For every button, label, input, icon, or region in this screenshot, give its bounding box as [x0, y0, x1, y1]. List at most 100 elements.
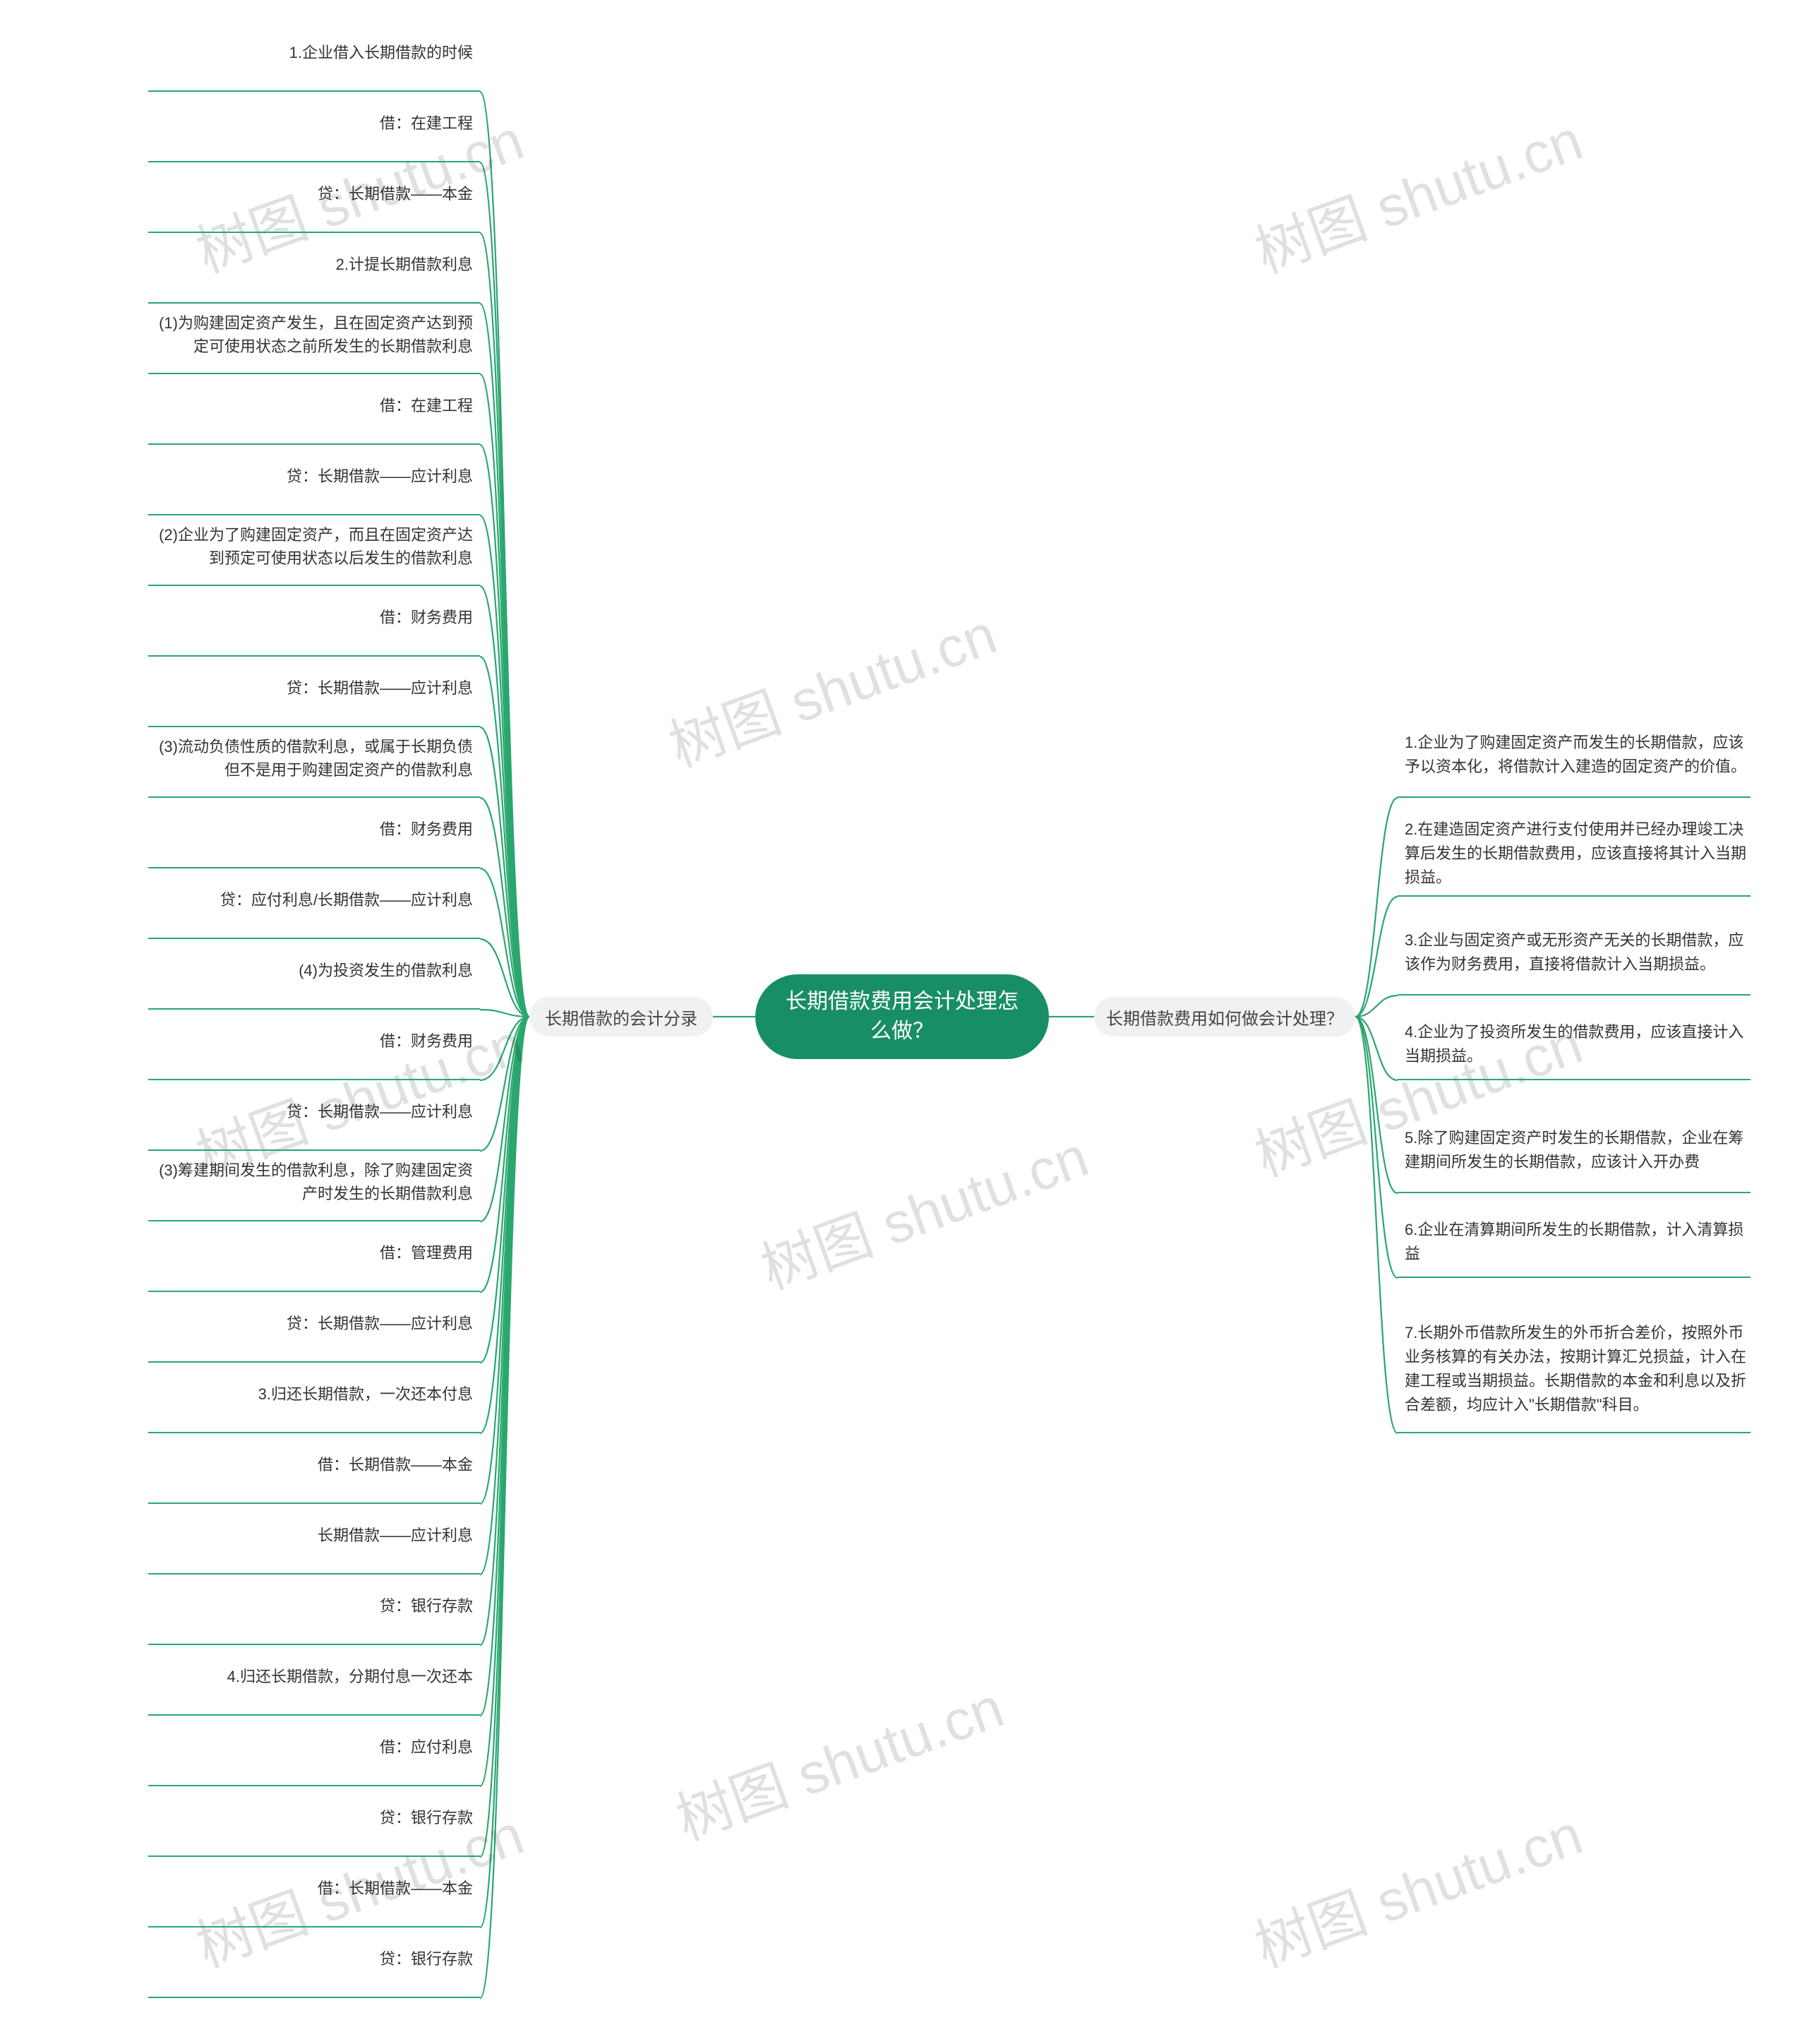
right-leaf-3-label: 4.企业为了投资所发生的借款费用，应该直接计入当期损益。 — [1405, 1020, 1751, 1068]
left-leaf-17-label: 借：管理费用 — [148, 1241, 473, 1265]
connector — [480, 586, 529, 1017]
left-leaf-11[interactable]: 借：财务费用 — [148, 798, 480, 868]
mindmap-surface: 树图 shutu.cn树图 shutu.cn树图 shutu.cn树图 shut… — [0, 0, 1807, 2044]
left-leaf-22-label: 贷：银行存款 — [148, 1594, 473, 1618]
left-leaf-24[interactable]: 借：应付利息 — [148, 1716, 480, 1786]
left-leaf-24-label: 借：应付利息 — [148, 1735, 473, 1759]
root-node[interactable]: 长期借款费用会计处理怎么做？ — [755, 974, 1049, 1059]
right-leaf-5[interactable]: 6.企业在清算期间所发生的长期借款，计入清算损益 — [1398, 1214, 1751, 1278]
connector — [1355, 996, 1398, 1017]
right-leaf-3[interactable]: 4.企业为了投资所发生的借款费用，应该直接计入当期损益。 — [1398, 1017, 1751, 1080]
connector — [480, 1010, 529, 1017]
connector — [480, 939, 529, 1017]
connector — [480, 1017, 529, 1433]
connector — [480, 1017, 529, 1221]
connector — [480, 233, 529, 1017]
left-leaf-16[interactable]: (3)筹建期间发生的借款利息，除了购建固定资产时发生的长期借款利息 — [148, 1151, 480, 1221]
left-leaf-15[interactable]: 贷：长期借款——应计利息 — [148, 1080, 480, 1151]
branch-right-label: 长期借款费用如何做会计处理？ — [1106, 1005, 1343, 1029]
left-leaf-8[interactable]: 借：财务费用 — [148, 586, 480, 657]
left-leaf-1-label: 借：在建工程 — [148, 112, 473, 135]
connector — [480, 1017, 529, 1716]
connector — [480, 1017, 529, 1363]
left-leaf-7-label: (2)企业为了购建固定资产，而且在固定资产达到预定可使用状态以后发生的借款利息 — [148, 523, 473, 570]
left-leaf-21-label: 长期借款——应计利息 — [148, 1524, 473, 1547]
left-leaf-14[interactable]: 借：财务费用 — [148, 1010, 480, 1080]
left-leaf-10-label: (3)流动负债性质的借款利息，或属于长期负债但不是用于购建固定资产的借款利息 — [148, 735, 473, 782]
watermark: 树图 shutu.cn — [664, 1662, 1013, 1856]
right-leaf-6[interactable]: 7.长期外币借款所发生的外币折合差价，按照外币业务核算的有关办法，按期计算汇兑损… — [1398, 1313, 1751, 1433]
connector — [480, 445, 529, 1017]
left-leaf-6-label: 贷：长期借款——应计利息 — [148, 465, 473, 488]
branch-left-label: 长期借款的会计分录 — [545, 1005, 697, 1029]
left-leaf-19[interactable]: 3.归还长期借款，一次还本付息 — [148, 1363, 480, 1433]
connector — [480, 162, 529, 1017]
left-leaf-19-label: 3.归还长期借款，一次还本付息 — [148, 1382, 473, 1406]
connector — [1355, 897, 1398, 1017]
left-leaf-4-label: (1)为购建固定资产发生，且在固定资产达到预定可使用状态之前所发生的长期借款利息 — [148, 311, 473, 358]
left-leaf-25[interactable]: 贷：银行存款 — [148, 1786, 480, 1857]
left-leaf-18-label: 贷：长期借款——应计利息 — [148, 1312, 473, 1335]
node-underline — [1398, 895, 1751, 897]
connector — [1355, 1017, 1398, 1080]
right-leaf-4-label: 5.除了购建固定资产时发生的长期借款，企业在筹建期间所发生的长期借款，应该计入开… — [1405, 1126, 1751, 1174]
right-leaf-2-label: 3.企业与固定资产或无形资产无关的长期借款，应该作为财务费用，直接将借款计入当期… — [1405, 928, 1751, 976]
left-leaf-23-label: 4.归还长期借款，分期付息一次还本 — [148, 1665, 473, 1688]
connector — [480, 1017, 529, 1292]
connector — [480, 1017, 529, 1574]
left-leaf-13-label: (4)为投资发生的借款利息 — [148, 959, 473, 982]
left-leaf-13[interactable]: (4)为投资发生的借款利息 — [148, 939, 480, 1010]
connector — [1355, 1017, 1398, 1278]
watermark: 树图 shutu.cn — [656, 589, 1006, 783]
connector — [480, 92, 529, 1017]
node-underline — [1398, 1192, 1751, 1193]
left-leaf-9[interactable]: 贷：长期借款——应计利息 — [148, 657, 480, 727]
node-underline — [1398, 1079, 1751, 1080]
watermark: 树图 shutu.cn — [748, 1111, 1098, 1305]
branch-left[interactable]: 长期借款的会计分录 — [529, 997, 713, 1036]
right-leaf-5-label: 6.企业在清算期间所发生的长期借款，计入清算损益 — [1405, 1218, 1751, 1266]
left-leaf-20-label: 借：长期借款——本金 — [148, 1453, 473, 1476]
right-leaf-4[interactable]: 5.除了购建固定资产时发生的长期借款，企业在筹建期间所发生的长期借款，应该计入开… — [1398, 1116, 1751, 1193]
left-leaf-21[interactable]: 长期借款——应计利息 — [148, 1504, 480, 1574]
right-leaf-1-label: 2.在建造固定资产进行支付使用并已经办理竣工决算后发生的长期借款费用，应该直接将… — [1405, 818, 1751, 890]
left-leaf-0[interactable]: 1.企业借入长期借款的时候 — [148, 21, 480, 92]
left-leaf-3-label: 2.计提长期借款利息 — [148, 253, 473, 276]
root-node-label: 长期借款费用会计处理怎么做？ — [776, 987, 1028, 1046]
left-leaf-9-label: 贷：长期借款——应计利息 — [148, 676, 473, 700]
connector — [480, 304, 529, 1017]
left-leaf-17[interactable]: 借：管理费用 — [148, 1221, 480, 1292]
left-leaf-3[interactable]: 2.计提长期借款利息 — [148, 233, 480, 304]
left-leaf-2[interactable]: 贷：长期借款——本金 — [148, 162, 480, 233]
right-leaf-0-label: 1.企业为了购建固定资产而发生的长期借款，应该予以资本化，将借款计入建造的固定资… — [1405, 731, 1751, 779]
left-leaf-7[interactable]: (2)企业为了购建固定资产，而且在固定资产达到预定可使用状态以后发生的借款利息 — [148, 515, 480, 586]
right-leaf-0[interactable]: 1.企业为了购建固定资产而发生的长期借款，应该予以资本化，将借款计入建造的固定资… — [1398, 720, 1751, 798]
connector — [480, 1017, 529, 1857]
connector — [1355, 1017, 1398, 1433]
left-leaf-26[interactable]: 借：长期借款——本金 — [148, 1857, 480, 1928]
right-leaf-1[interactable]: 2.在建造固定资产进行支付使用并已经办理竣工决算后发生的长期借款费用，应该直接将… — [1398, 819, 1751, 897]
left-leaf-23[interactable]: 4.归还长期借款，分期付息一次还本 — [148, 1645, 480, 1716]
left-leaf-20[interactable]: 借：长期借款——本金 — [148, 1433, 480, 1504]
right-leaf-2[interactable]: 3.企业与固定资产或无形资产无关的长期借款，应该作为财务费用，直接将借款计入当期… — [1398, 918, 1751, 996]
left-leaf-12-label: 贷：应付利息/长期借款——应计利息 — [148, 888, 473, 912]
left-leaf-22[interactable]: 贷：银行存款 — [148, 1574, 480, 1645]
branch-right[interactable]: 长期借款费用如何做会计处理？ — [1094, 997, 1355, 1036]
left-leaf-5[interactable]: 借：在建工程 — [148, 374, 480, 445]
connector — [480, 727, 529, 1017]
left-leaf-4[interactable]: (1)为购建固定资产发生，且在固定资产达到预定可使用状态之前所发生的长期借款利息 — [148, 304, 480, 374]
connector — [480, 1017, 529, 1645]
node-underline — [1398, 1277, 1751, 1278]
connector — [480, 1017, 529, 1786]
left-leaf-18[interactable]: 贷：长期借款——应计利息 — [148, 1292, 480, 1363]
left-leaf-12[interactable]: 贷：应付利息/长期借款——应计利息 — [148, 868, 480, 939]
left-leaf-1[interactable]: 借：在建工程 — [148, 92, 480, 162]
connector — [1355, 1017, 1398, 1193]
left-leaf-6[interactable]: 贷：长期借款——应计利息 — [148, 445, 480, 515]
left-leaf-10[interactable]: (3)流动负债性质的借款利息，或属于长期负债但不是用于购建固定资产的借款利息 — [148, 727, 480, 798]
connector — [480, 374, 529, 1017]
left-leaf-8-label: 借：财务费用 — [148, 606, 473, 629]
left-leaf-27[interactable]: 贷：银行存款 — [148, 1928, 480, 1998]
left-leaf-14-label: 借：财务费用 — [148, 1029, 473, 1053]
left-leaf-27-label: 贷：银行存款 — [148, 1947, 473, 1971]
